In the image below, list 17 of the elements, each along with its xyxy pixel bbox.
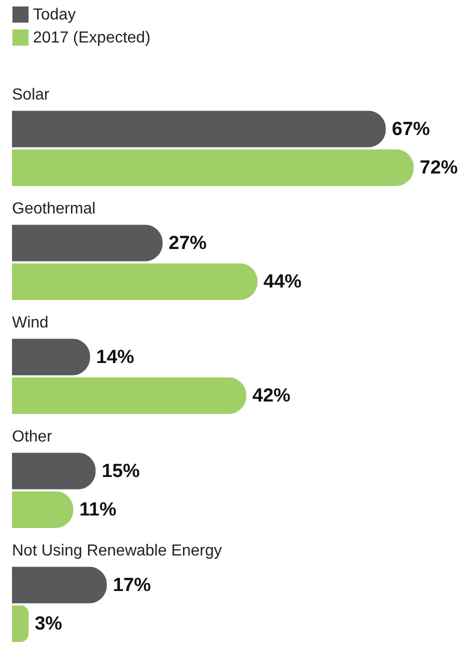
data-label: 11% <box>79 500 116 521</box>
data-label: 3% <box>34 614 62 635</box>
data-label: 42% <box>252 386 291 407</box>
y-tick-label: Other <box>12 428 53 446</box>
legend-label: Today <box>33 6 76 24</box>
data-label: 17% <box>112 575 151 596</box>
data-label: 72% <box>420 158 458 179</box>
data-label: 67% <box>392 119 430 140</box>
y-tick-label: Solar <box>12 86 50 104</box>
data-label: 14% <box>96 347 134 368</box>
y-tick-label: Geothermal <box>12 200 96 218</box>
data-label: 15% <box>102 461 140 482</box>
y-tick-label: Not Using Renewable Energy <box>12 542 222 560</box>
data-label: 27% <box>168 233 207 254</box>
data-label: 44% <box>264 272 302 293</box>
y-tick-label: Wind <box>12 314 48 332</box>
legend-label: 2017 (Expected) <box>33 30 150 46</box>
